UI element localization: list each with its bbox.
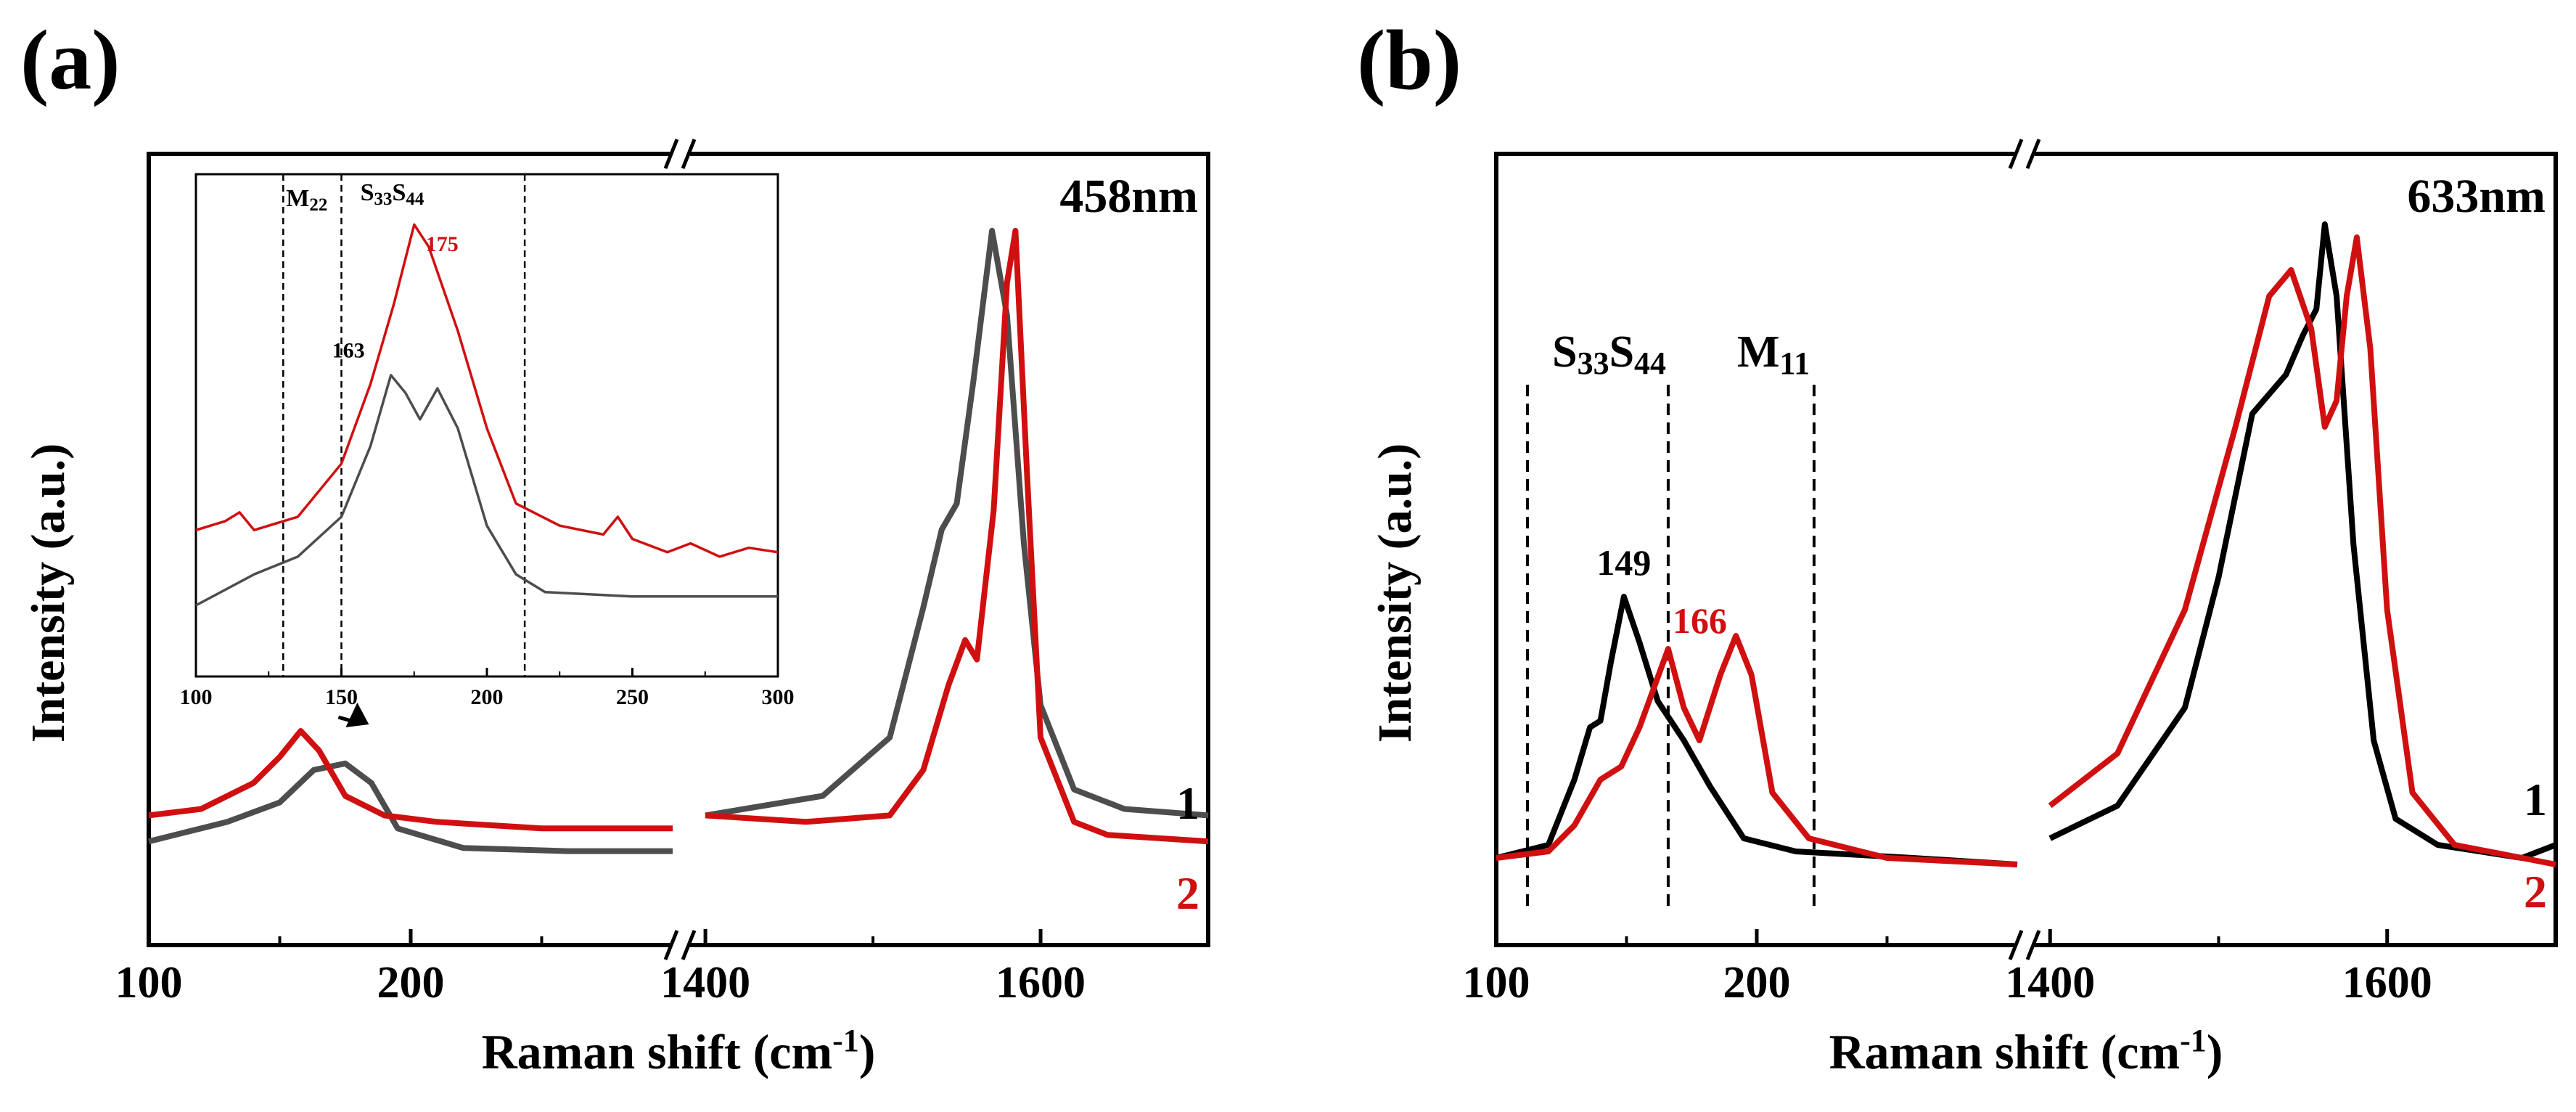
axis-break-bottom-slash-1 — [2008, 930, 2024, 960]
peak-label-166: 166 — [1673, 600, 1727, 641]
x-tick-label: 200 — [1723, 958, 1791, 1007]
series-2-high-line — [2048, 234, 2556, 867]
inset-series-1-line — [195, 374, 778, 607]
axis-break-top-slash-1 — [663, 139, 679, 169]
inset-label-m22: M22 — [286, 185, 327, 215]
panel-label: (a) — [20, 12, 120, 107]
label-m11-part: 11 — [1780, 346, 1810, 381]
x-axis-label-part: -1 — [2180, 1023, 2207, 1058]
label-m11: M11 — [1737, 327, 1810, 381]
inset-peak-label-175: 175 — [426, 232, 459, 256]
x-axis-label-part: Raman shift (cm — [1829, 1024, 2181, 1079]
x-tick-label: 1400 — [660, 958, 750, 1007]
wavelength-label: 633nm — [2407, 170, 2546, 223]
inset-label-s33s44-part: S — [393, 179, 406, 206]
panel-a: (a) 100 200 1400 1600 458nm 1 2 Raman shift (cm-… — [20, 12, 1210, 1079]
series-2-low-line — [148, 728, 673, 832]
x-tick-label: 100 — [115, 958, 183, 1007]
label-s33s44-part: 44 — [1634, 346, 1666, 381]
inset-label-m22-part: M — [286, 185, 309, 212]
x-tick-label: 100 — [1463, 958, 1530, 1007]
curve-label-2: 2 — [2524, 866, 2547, 917]
inset-label-m22-part: 22 — [309, 195, 327, 215]
inset-label-s33s44-part: 33 — [374, 189, 393, 209]
x-axis-label-part: Raman shift (cm — [482, 1024, 833, 1079]
peak-label-149: 149 — [1596, 542, 1651, 583]
axis-break-bottom-slash-2 — [681, 930, 697, 960]
x-tick-label: 200 — [377, 958, 445, 1007]
x-axis-label: Raman shift (cm-1) — [482, 1023, 876, 1079]
curve-label-1: 1 — [2524, 774, 2547, 825]
inset-x-tick-label: 300 — [762, 685, 795, 709]
curve-label-1: 1 — [1176, 777, 1199, 829]
label-s33s44: S33S44 — [1552, 327, 1666, 381]
axis-break-bottom-slash-1 — [663, 930, 679, 960]
wavelength-label: 458nm — [1059, 170, 1198, 223]
panel-label: (b) — [1357, 12, 1461, 107]
inset-peak-label-163: 163 — [332, 338, 365, 362]
y-axis-label: Intensity (a.u.) — [1369, 443, 1422, 743]
series-2-high-line — [705, 227, 1209, 845]
inset-x-tick-label: 200 — [471, 685, 504, 709]
inset-x-tick-label: 150 — [325, 685, 358, 709]
axis-break-bottom-slash-2 — [2025, 930, 2041, 960]
curve-label-2: 2 — [1176, 867, 1199, 919]
axis-break-top-slash-2 — [2025, 139, 2041, 169]
y-axis-label: Intensity (a.u.) — [22, 443, 75, 743]
label-s33s44-part: S — [1609, 327, 1634, 377]
x-axis-label: Raman shift (cm-1) — [1829, 1023, 2223, 1079]
series-1-high-line — [2048, 221, 2557, 861]
inset-x-tick-label: 250 — [616, 685, 649, 709]
inset-label-s33s44-part: S — [361, 179, 374, 206]
inset-arrow-head — [345, 703, 369, 727]
x-tick-label: 1600 — [2342, 958, 2432, 1007]
series-1-low-line — [148, 760, 673, 854]
series-1-high-line — [705, 227, 1209, 819]
inset-arrow-line — [337, 715, 360, 725]
label-s33s44-part: S — [1552, 327, 1577, 377]
panel-b: (b) 100 200 1400 1600 633nm 1 2 Raman shift (cm-… — [1357, 12, 2558, 1079]
label-m11-part: M — [1737, 327, 1780, 377]
x-axis-label-part: ) — [2207, 1024, 2223, 1079]
axis-break-top-slash-1 — [2008, 139, 2024, 169]
plot-frame — [1494, 152, 2558, 947]
x-tick-label: 1400 — [2005, 958, 2095, 1007]
inset-x-tick-label: 100 — [180, 685, 213, 709]
inset-label-s33s44-part: 44 — [406, 189, 424, 209]
series-1-low-line — [1496, 594, 2018, 867]
x-axis-label-part: -1 — [832, 1023, 859, 1058]
x-axis-label-part: ) — [859, 1024, 876, 1079]
inset-label-s33s44: S33S44 — [361, 179, 424, 209]
axis-break-top-slash-2 — [681, 139, 697, 169]
inset-series-2-line — [195, 223, 779, 558]
label-s33s44-part: 33 — [1578, 346, 1609, 381]
series-2-low-line — [1496, 633, 2018, 867]
x-tick-label: 1600 — [996, 958, 1086, 1007]
